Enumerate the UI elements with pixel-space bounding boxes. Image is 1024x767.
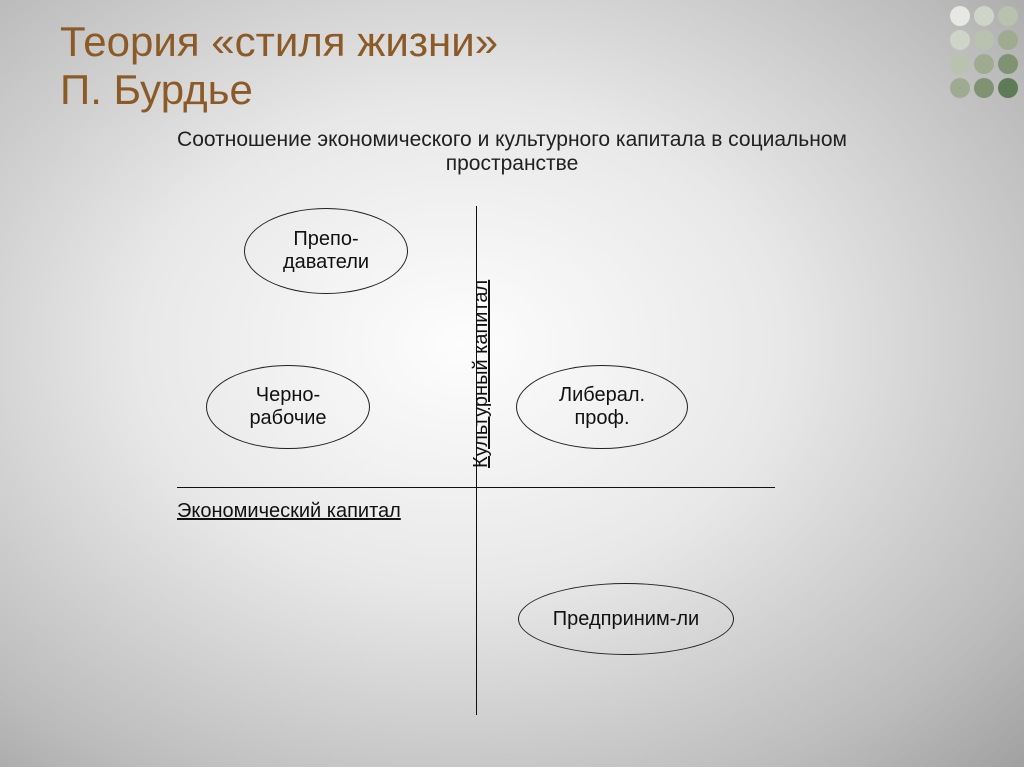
decor-dot bbox=[998, 78, 1018, 98]
y-axis-label: Культурный капитал bbox=[470, 280, 493, 468]
node-liberal: Либерал. проф. bbox=[516, 365, 688, 449]
diagram-stage: Экономический капитал Культурный капитал… bbox=[0, 0, 1024, 767]
decor-dot bbox=[974, 54, 994, 74]
decor-dot bbox=[974, 6, 994, 26]
decor-dot bbox=[998, 6, 1018, 26]
node-teachers: Препо- даватели bbox=[244, 208, 408, 294]
corner-dots-decoration bbox=[950, 6, 1018, 98]
decor-dot bbox=[974, 30, 994, 50]
decor-dot bbox=[998, 30, 1018, 50]
decor-dot bbox=[950, 30, 970, 50]
decor-dot bbox=[950, 78, 970, 98]
decor-dot bbox=[950, 54, 970, 74]
decor-dot bbox=[998, 54, 1018, 74]
node-laborers: Черно- рабочие bbox=[206, 365, 370, 449]
decor-dot bbox=[950, 6, 970, 26]
decor-dot bbox=[974, 78, 994, 98]
x-axis-label: Экономический капитал bbox=[177, 500, 401, 523]
node-entrepreneurs: Предприним-ли bbox=[518, 583, 734, 655]
